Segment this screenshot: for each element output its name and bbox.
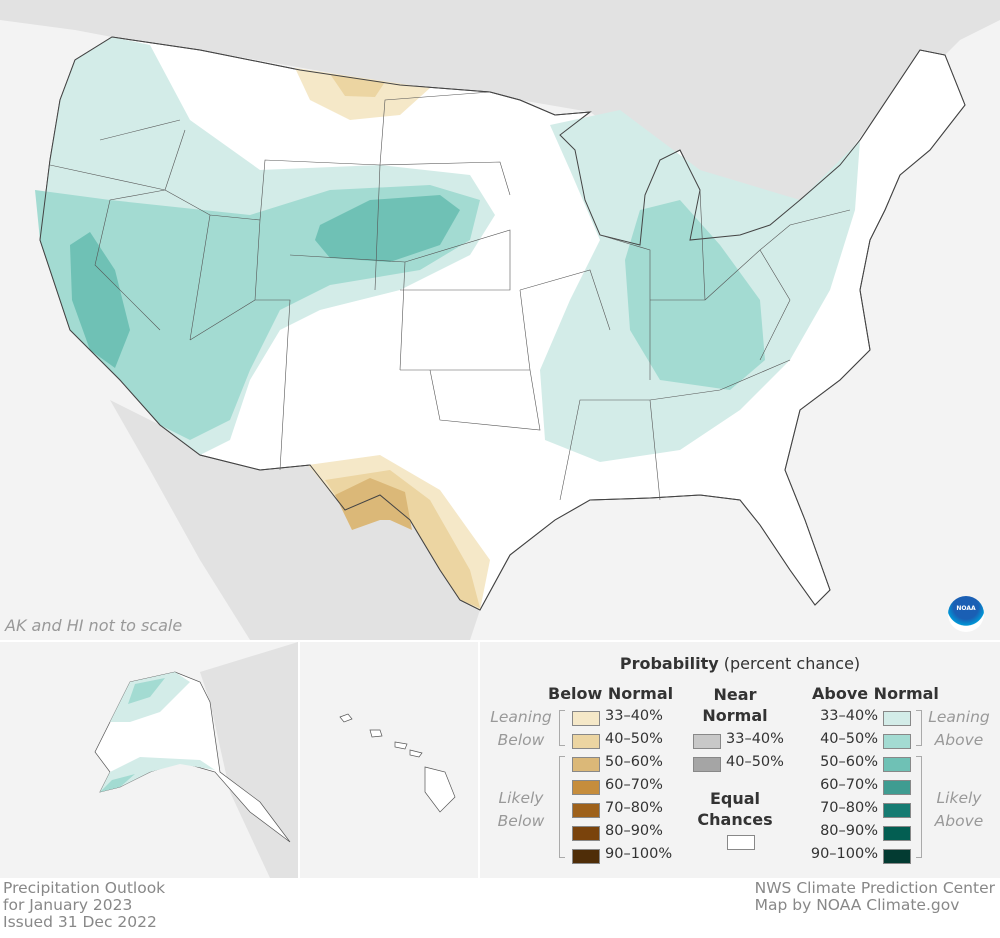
above-range-label: 40–50% xyxy=(820,731,878,747)
likely-below-label: Likely Below xyxy=(497,789,545,830)
below-swatch xyxy=(572,711,600,726)
above-range-label: 33–40% xyxy=(820,708,878,724)
above-range-label: 90–100% xyxy=(810,846,878,862)
footer-issued: Issued 31 Dec 2022 xyxy=(3,913,157,931)
conus-map: AK and HI not to scale NOAA xyxy=(0,0,1000,640)
below-range-label: 50–60% xyxy=(605,754,663,770)
above-header: Above Normal xyxy=(812,684,939,703)
mexico-land xyxy=(110,400,480,640)
below-40-50-mt xyxy=(330,74,385,97)
above-swatch xyxy=(883,780,911,795)
below-swatch xyxy=(572,780,600,795)
legend: Probability (percent chance) Below Norma… xyxy=(480,642,1000,878)
near-range-label: 40–50% xyxy=(726,754,784,770)
footer-left: Precipitation Outlook for January 2023 I… xyxy=(3,880,165,931)
above-range-label: 60–70% xyxy=(820,777,878,793)
below-swatch xyxy=(572,734,600,749)
below-range-label: 40–50% xyxy=(605,731,663,747)
equal-chances-label: Equal Chances xyxy=(697,789,773,829)
scale-note: AK and HI not to scale xyxy=(5,616,183,635)
equal-chances-swatch xyxy=(727,835,755,850)
legend-title: Probability (percent chance) xyxy=(619,654,861,673)
footer-title: Precipitation Outlook xyxy=(3,879,166,897)
us-outline xyxy=(39,36,966,611)
hawaii-svg xyxy=(339,713,456,813)
below-header: Below Normal xyxy=(548,684,674,703)
above-50-60-co xyxy=(315,195,460,262)
above-swatch xyxy=(883,734,911,749)
canada-land xyxy=(0,0,1000,225)
below-50-60-tx xyxy=(335,478,412,530)
below-range-label: 70–80% xyxy=(605,800,663,816)
near-range-label: 33–40% xyxy=(726,731,784,747)
below-swatch xyxy=(572,849,600,864)
above-swatch xyxy=(883,757,911,772)
above-range-label: 70–80% xyxy=(820,800,878,816)
near-header: Near Normal xyxy=(702,685,768,725)
footer-period: for January 2023 xyxy=(3,896,133,914)
near-swatch xyxy=(693,734,721,749)
footer-right: NWS Climate Prediction Center Map by NOA… xyxy=(755,880,995,914)
above-50-60-ca xyxy=(70,232,130,368)
below-range-label: 33–40% xyxy=(605,708,663,724)
noaa-logo: NOAA xyxy=(948,596,984,632)
state-borders xyxy=(49,91,851,501)
above-swatch xyxy=(883,711,911,726)
footer-credit: Map by NOAA Climate.gov xyxy=(754,896,960,914)
leaning-below-label: Leaning Below xyxy=(490,708,552,749)
above-range-label: 80–90% xyxy=(820,823,878,839)
above-range-label: 50–60% xyxy=(820,754,878,770)
above-swatch xyxy=(883,803,911,818)
below-swatch xyxy=(572,803,600,818)
alaska-inset xyxy=(0,642,298,878)
above-swatch xyxy=(883,826,911,841)
above-swatch xyxy=(883,849,911,864)
leaning-above-label: Leaning Above xyxy=(928,708,990,749)
hawaii-inset xyxy=(300,642,478,878)
below-range-label: 80–90% xyxy=(605,823,663,839)
alaska-svg xyxy=(94,642,298,878)
footer-source: NWS Climate Prediction Center xyxy=(754,879,995,897)
near-swatch xyxy=(693,757,721,772)
below-range-label: 60–70% xyxy=(605,777,663,793)
map-svg xyxy=(0,0,1000,640)
below-range-label: 90–100% xyxy=(605,846,673,862)
below-swatch xyxy=(572,757,600,772)
above-40-50-east xyxy=(625,200,765,390)
below-swatch xyxy=(572,826,600,841)
likely-above-label: Likely Above xyxy=(934,789,984,830)
